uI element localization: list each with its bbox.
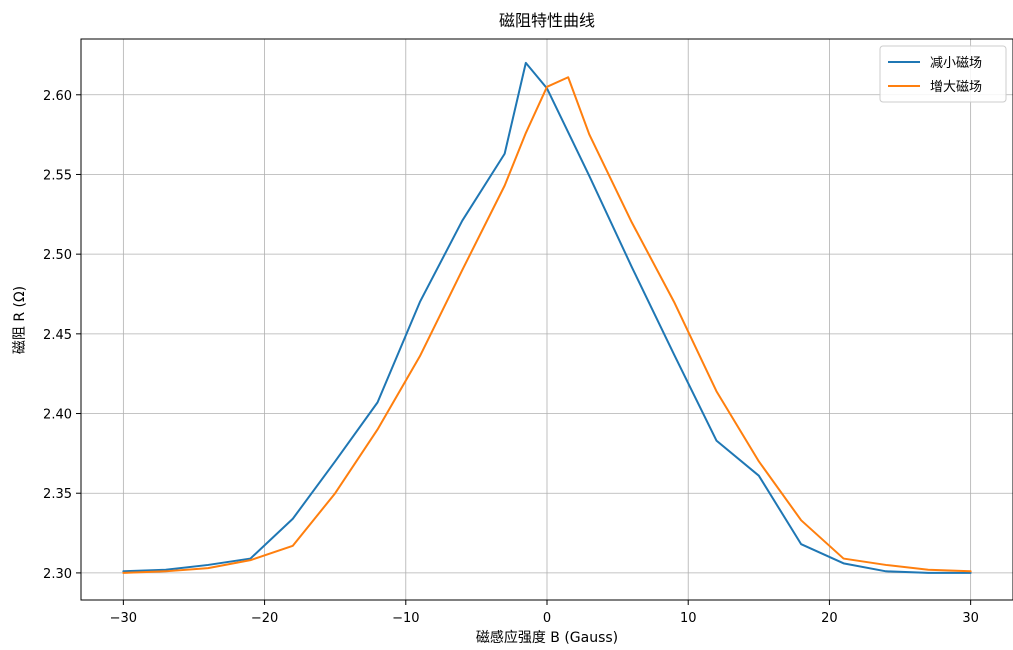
x-tick-label: −30 bbox=[110, 611, 137, 626]
x-tick-label: 20 bbox=[821, 611, 838, 626]
y-tick-label: 2.35 bbox=[43, 487, 72, 502]
series-line-decrease bbox=[122, 61, 972, 574]
y-tick-label: 2.60 bbox=[43, 89, 72, 104]
legend-label-increase: 增大磁场 bbox=[930, 80, 982, 95]
chart-title: 磁阻特性曲线 bbox=[499, 11, 595, 30]
x-tick-label: −20 bbox=[251, 611, 278, 626]
y-tick-label: 2.30 bbox=[43, 567, 72, 582]
x-tick-label: 10 bbox=[680, 611, 697, 626]
x-tick-label: 0 bbox=[543, 611, 551, 626]
series-layer bbox=[122, 61, 972, 574]
y-tick-label: 2.45 bbox=[43, 328, 72, 343]
x-tick-label: −10 bbox=[392, 611, 419, 626]
legend-box bbox=[879, 45, 1007, 103]
legend-label-decrease: 减小磁场 bbox=[930, 56, 982, 71]
y-axis-label: 磁阻 R (Ω) bbox=[12, 286, 28, 354]
series-line-increase bbox=[122, 76, 972, 574]
y-tick-label: 2.50 bbox=[43, 248, 72, 263]
grid bbox=[81, 39, 1013, 600]
y-axis: 2.30 2.35 2.40 2.45 2.50 2.55 2.60 bbox=[43, 89, 81, 582]
legend: 减小磁场 增大磁场 bbox=[879, 45, 1007, 103]
x-axis-label: 磁感应强度 B (Gauss) bbox=[476, 629, 618, 646]
x-tick-label: 30 bbox=[962, 611, 979, 626]
y-tick-label: 2.40 bbox=[43, 408, 72, 423]
x-axis: −30 −20 −10 0 10 20 30 bbox=[110, 600, 979, 626]
y-tick-label: 2.55 bbox=[43, 168, 72, 183]
